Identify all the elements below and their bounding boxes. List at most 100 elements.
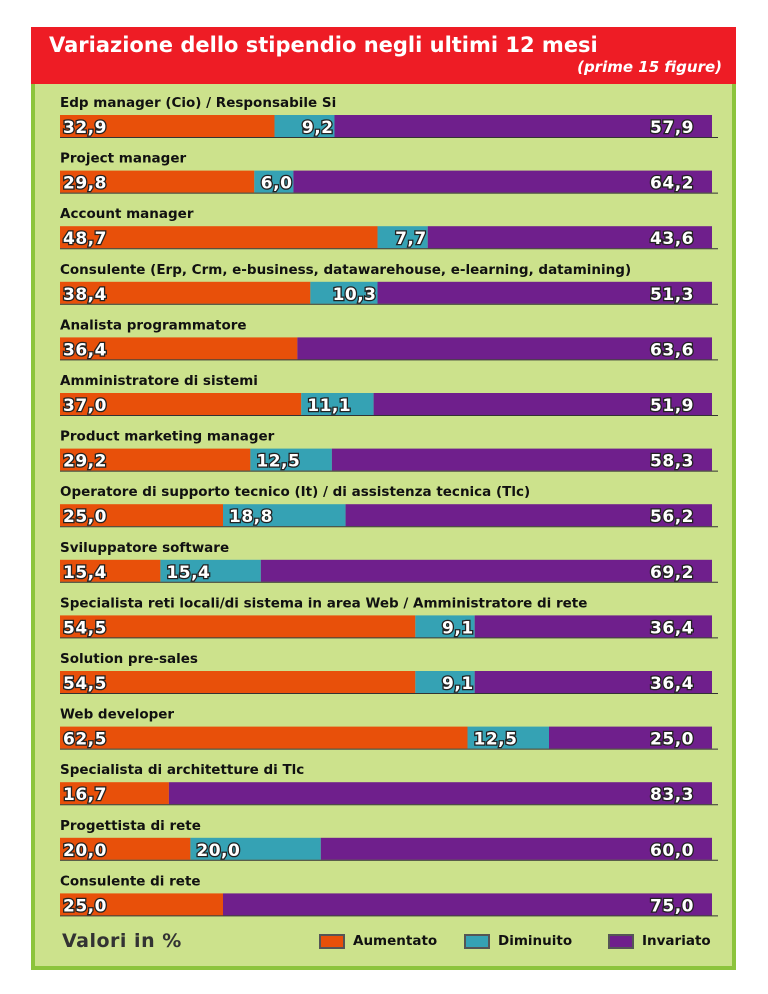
category-label: Solution pre-sales xyxy=(60,651,198,667)
bar-segment-aumentato xyxy=(60,337,298,360)
value-label-invariato: 83,3 xyxy=(650,785,694,805)
bar-segment-aumentato xyxy=(60,170,255,193)
value-label-aumentato: 38,4 xyxy=(63,285,107,305)
legend-label-invariato: Invariato xyxy=(642,933,711,949)
legend-swatch-aumentato xyxy=(319,933,345,949)
value-label-diminuito: 20,0 xyxy=(196,841,240,861)
bar-segment-invariato xyxy=(260,559,712,582)
category-label: Amministratore di sistemi xyxy=(60,373,258,389)
bar-segment-aumentato xyxy=(60,837,191,860)
value-label-diminuito: 9,1 xyxy=(442,618,474,638)
bar-segment-aumentato xyxy=(60,504,223,527)
category-label: Progettista di rete xyxy=(60,818,201,834)
value-label-invariato: 51,3 xyxy=(650,285,694,305)
bar-segment-aumentato xyxy=(60,226,378,249)
value-label-invariato: 56,2 xyxy=(650,507,694,527)
bar-segment-invariato xyxy=(223,893,712,916)
bar-segment-diminuito xyxy=(254,170,294,193)
category-label: Specialista di architetture di Tlc xyxy=(60,762,304,778)
bar-segment-invariato xyxy=(474,671,712,693)
bar-segment-invariato xyxy=(297,337,712,360)
category-label: Operatore di supporto tecnico (It) / di … xyxy=(60,484,530,500)
legend-swatch-invariato xyxy=(608,933,634,949)
bar-segment-aumentato xyxy=(60,726,468,749)
bar-segment-diminuito xyxy=(301,393,374,415)
legend-item-aumentato: Aumentato xyxy=(319,933,437,949)
value-label-diminuito: 9,1 xyxy=(442,674,474,694)
bar-segment-invariato xyxy=(168,782,712,805)
bar-segment-diminuito xyxy=(274,115,335,137)
value-label-invariato: 51,9 xyxy=(650,396,694,416)
value-label-aumentato: 36,4 xyxy=(63,340,107,360)
chart-title: Variazione dello stipendio negli ultimi … xyxy=(49,33,598,57)
bar-segment-aumentato xyxy=(60,559,161,582)
value-label-invariato: 69,2 xyxy=(650,563,694,583)
bar-segment-aumentato xyxy=(60,281,311,304)
value-label-aumentato: 54,5 xyxy=(63,674,107,694)
value-label-aumentato: 29,8 xyxy=(63,174,107,194)
value-label-aumentato: 15,4 xyxy=(63,563,107,583)
value-label-invariato: 25,0 xyxy=(650,730,694,750)
value-label-diminuito: 12,5 xyxy=(256,452,300,472)
legend-swatch-diminuito xyxy=(464,933,490,949)
bar-segment-aumentato xyxy=(60,671,416,693)
bar-segment-invariato xyxy=(427,226,712,249)
bar-segment-aumentato xyxy=(60,448,251,471)
bar-segment-aumentato xyxy=(60,115,275,137)
category-label: Consulente (Erp, Crm, e-business, datawa… xyxy=(60,262,631,278)
chart-subtitle: (prime 15 figure) xyxy=(577,58,722,76)
value-label-invariato: 43,6 xyxy=(650,229,694,249)
bar-segment-invariato xyxy=(377,281,712,304)
category-label: Consulente di rete xyxy=(60,873,201,889)
units-note: Valori in % xyxy=(62,930,182,952)
value-label-invariato: 57,9 xyxy=(650,118,694,138)
category-label: Project manager xyxy=(60,151,186,167)
value-label-diminuito: 12,5 xyxy=(474,730,518,750)
category-label: Analista programmatore xyxy=(60,317,247,333)
value-label-aumentato: 32,9 xyxy=(63,118,107,138)
value-label-invariato: 60,0 xyxy=(650,841,694,861)
bar-segment-diminuito xyxy=(190,837,321,860)
category-label: Web developer xyxy=(60,707,174,723)
legend-label-diminuito: Diminuito xyxy=(498,933,573,949)
value-label-aumentato: 25,0 xyxy=(63,896,107,916)
value-label-aumentato: 37,0 xyxy=(63,396,107,416)
legend-item-diminuito: Diminuito xyxy=(464,933,572,949)
bar-segment-invariato xyxy=(345,504,712,527)
bar-segment-aumentato xyxy=(60,782,169,805)
bar-segment-invariato xyxy=(331,448,712,471)
bar-segment-invariato xyxy=(373,393,712,415)
chart-header: Variazione dello stipendio negli ultimi … xyxy=(31,27,736,84)
bar-segment-invariato xyxy=(549,726,712,749)
category-label: Product marketing manager xyxy=(60,429,275,445)
value-label-aumentato: 29,2 xyxy=(63,452,107,472)
value-label-invariato: 63,6 xyxy=(650,340,694,360)
value-label-invariato: 36,4 xyxy=(650,618,694,638)
bar-segment-diminuito xyxy=(160,559,261,582)
value-label-diminuito: 18,8 xyxy=(229,507,273,527)
value-label-aumentato: 54,5 xyxy=(63,618,107,638)
bar-segment-diminuito xyxy=(310,281,378,304)
value-label-aumentato: 20,0 xyxy=(63,841,107,861)
value-label-invariato: 58,3 xyxy=(650,452,694,472)
value-label-invariato: 36,4 xyxy=(650,674,694,694)
bar-segment-diminuito xyxy=(467,726,549,749)
value-label-aumentato: 25,0 xyxy=(63,507,107,527)
category-label: Sviluppatore software xyxy=(60,540,229,556)
value-label-diminuito: 9,2 xyxy=(302,118,334,138)
bar-segment-diminuito xyxy=(377,226,428,249)
bar-segment-diminuito xyxy=(223,504,346,527)
value-label-diminuito: 7,7 xyxy=(395,229,427,249)
legend-item-invariato: Invariato xyxy=(608,933,711,949)
bar-segment-diminuito xyxy=(415,615,475,638)
value-label-invariato: 64,2 xyxy=(650,174,694,194)
value-label-aumentato: 48,7 xyxy=(63,229,107,249)
bar-segment-invariato xyxy=(320,837,712,860)
bar-segment-aumentato xyxy=(60,393,302,415)
value-label-diminuito: 6,0 xyxy=(261,174,293,194)
legend-label-aumentato: Aumentato xyxy=(353,933,438,949)
value-label-diminuito: 10,3 xyxy=(333,285,377,305)
bar-segment-aumentato xyxy=(60,893,223,916)
bar-segment-invariato xyxy=(334,115,712,137)
